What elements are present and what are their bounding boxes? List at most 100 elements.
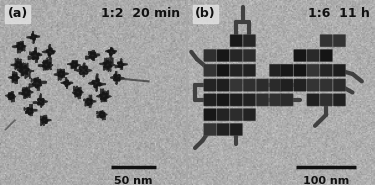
- Polygon shape: [54, 74, 60, 75]
- Polygon shape: [93, 50, 94, 54]
- Polygon shape: [38, 85, 39, 90]
- Text: 100 nm: 100 nm: [303, 176, 350, 185]
- FancyBboxPatch shape: [230, 94, 243, 106]
- Polygon shape: [32, 79, 42, 88]
- Polygon shape: [105, 91, 108, 95]
- Polygon shape: [33, 38, 34, 43]
- Polygon shape: [90, 95, 92, 101]
- Polygon shape: [100, 92, 108, 100]
- Polygon shape: [12, 97, 14, 102]
- Polygon shape: [105, 58, 107, 63]
- Polygon shape: [30, 34, 37, 40]
- Polygon shape: [16, 43, 24, 50]
- FancyBboxPatch shape: [294, 79, 306, 91]
- Polygon shape: [67, 84, 68, 88]
- Polygon shape: [112, 51, 116, 52]
- Polygon shape: [116, 71, 117, 76]
- Polygon shape: [84, 99, 88, 101]
- Polygon shape: [25, 63, 28, 69]
- FancyBboxPatch shape: [243, 64, 256, 76]
- FancyBboxPatch shape: [269, 64, 282, 76]
- Polygon shape: [15, 79, 17, 84]
- Polygon shape: [22, 88, 30, 97]
- Polygon shape: [108, 48, 115, 56]
- Polygon shape: [98, 83, 105, 85]
- Polygon shape: [32, 78, 36, 82]
- Polygon shape: [24, 94, 26, 99]
- Polygon shape: [63, 80, 70, 87]
- Polygon shape: [106, 51, 110, 52]
- Polygon shape: [79, 92, 83, 93]
- Polygon shape: [15, 66, 18, 69]
- FancyBboxPatch shape: [307, 64, 320, 76]
- Polygon shape: [9, 97, 10, 100]
- Polygon shape: [26, 70, 33, 72]
- Polygon shape: [104, 60, 112, 69]
- FancyBboxPatch shape: [320, 64, 333, 76]
- Polygon shape: [23, 88, 26, 91]
- FancyBboxPatch shape: [217, 94, 229, 106]
- FancyBboxPatch shape: [333, 79, 346, 91]
- Polygon shape: [28, 56, 34, 60]
- Polygon shape: [48, 64, 53, 66]
- FancyBboxPatch shape: [333, 35, 346, 47]
- Polygon shape: [31, 51, 40, 60]
- FancyBboxPatch shape: [230, 49, 243, 62]
- Polygon shape: [42, 51, 49, 53]
- Polygon shape: [41, 116, 44, 120]
- Polygon shape: [66, 78, 67, 82]
- Polygon shape: [37, 54, 42, 56]
- Polygon shape: [42, 101, 47, 102]
- Polygon shape: [25, 72, 30, 79]
- Polygon shape: [27, 94, 30, 98]
- Polygon shape: [15, 58, 18, 64]
- Polygon shape: [21, 63, 24, 69]
- Polygon shape: [31, 110, 37, 111]
- Polygon shape: [73, 92, 77, 94]
- Polygon shape: [27, 91, 33, 93]
- FancyBboxPatch shape: [230, 79, 243, 91]
- Polygon shape: [74, 89, 82, 97]
- Polygon shape: [103, 114, 107, 115]
- FancyBboxPatch shape: [280, 79, 293, 91]
- Polygon shape: [71, 66, 74, 69]
- FancyBboxPatch shape: [294, 64, 306, 76]
- Polygon shape: [61, 82, 66, 83]
- FancyBboxPatch shape: [333, 64, 346, 76]
- FancyBboxPatch shape: [294, 49, 306, 62]
- FancyBboxPatch shape: [204, 79, 216, 91]
- FancyBboxPatch shape: [269, 79, 282, 91]
- Polygon shape: [101, 97, 104, 102]
- Polygon shape: [12, 79, 14, 83]
- FancyBboxPatch shape: [243, 109, 256, 121]
- Polygon shape: [102, 116, 105, 120]
- FancyBboxPatch shape: [320, 35, 333, 47]
- Polygon shape: [105, 97, 106, 102]
- FancyBboxPatch shape: [230, 64, 243, 76]
- Polygon shape: [19, 66, 21, 69]
- Polygon shape: [116, 79, 117, 84]
- Polygon shape: [26, 112, 29, 113]
- FancyBboxPatch shape: [217, 79, 229, 91]
- Polygon shape: [74, 86, 77, 91]
- Polygon shape: [78, 94, 80, 99]
- Polygon shape: [62, 69, 64, 73]
- Polygon shape: [20, 64, 24, 65]
- Polygon shape: [51, 51, 55, 52]
- FancyBboxPatch shape: [243, 35, 256, 47]
- Polygon shape: [47, 66, 51, 70]
- Text: (b): (b): [195, 7, 216, 20]
- Polygon shape: [96, 85, 98, 91]
- Polygon shape: [16, 77, 20, 78]
- Polygon shape: [45, 115, 46, 119]
- Polygon shape: [35, 47, 36, 54]
- Polygon shape: [75, 64, 80, 66]
- FancyBboxPatch shape: [256, 94, 269, 106]
- Polygon shape: [93, 57, 94, 61]
- Polygon shape: [11, 64, 18, 66]
- FancyBboxPatch shape: [280, 64, 293, 76]
- FancyBboxPatch shape: [204, 109, 216, 121]
- FancyBboxPatch shape: [256, 79, 269, 91]
- Polygon shape: [41, 121, 44, 126]
- Text: 1:6  11 h: 1:6 11 h: [308, 7, 369, 20]
